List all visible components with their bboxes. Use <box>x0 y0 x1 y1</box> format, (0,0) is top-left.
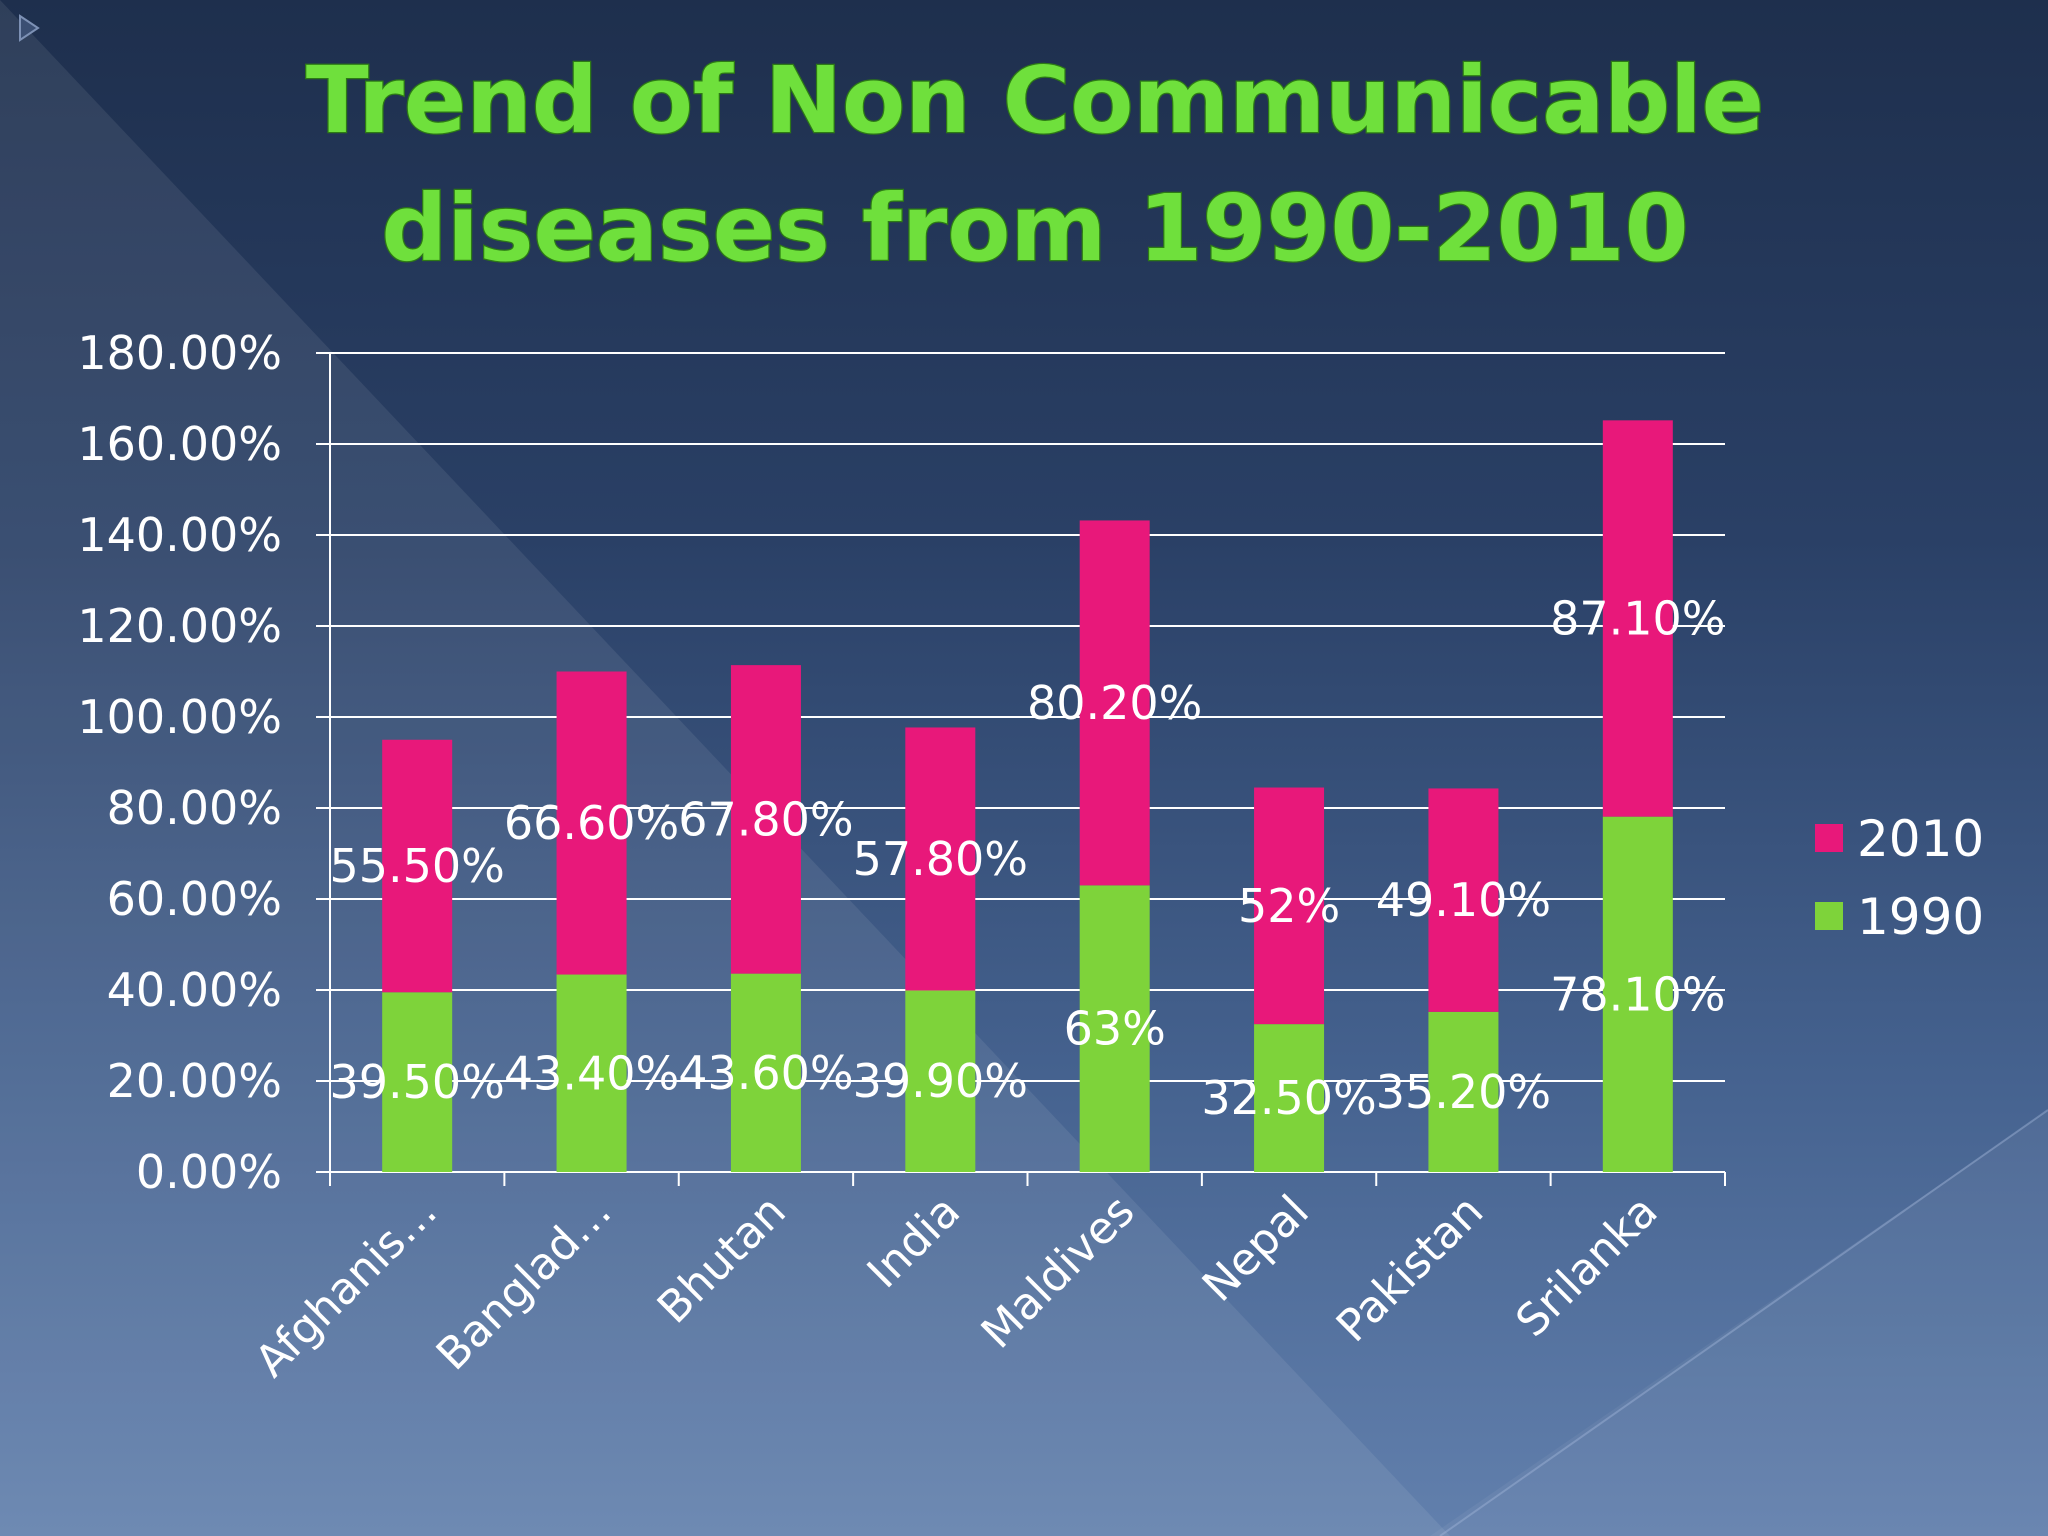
chart-title: Trend of Non Communicable diseases from … <box>305 46 1766 284</box>
data-label-1990: 35.20% <box>1376 1065 1551 1119</box>
bar-1990-maldives <box>1079 885 1150 1172</box>
data-label-2010: 55.50% <box>329 839 504 893</box>
category-label: Srilanka <box>1506 1186 1667 1347</box>
data-label-2010: 87.10% <box>1550 591 1725 645</box>
triangle-arrow-icon <box>19 14 40 42</box>
y-tick-label: 160.00% <box>77 417 282 471</box>
bar-1990-banglad <box>556 974 627 1172</box>
y-tick-label: 0.00% <box>136 1145 282 1199</box>
data-label-2010: 66.60% <box>504 796 679 850</box>
background-line <box>1439 1109 2048 1536</box>
y-tick-label: 20.00% <box>107 1054 282 1108</box>
y-tick-label: 80.00% <box>107 781 282 835</box>
data-label-2010: 67.80% <box>678 792 853 846</box>
bar-2010-pakistan <box>1428 788 1499 1012</box>
y-tick-label: 100.00% <box>77 690 282 744</box>
y-tick-label: 140.00% <box>77 508 282 562</box>
stacked-bar-chart: 0.00% 20.00% 40.00% 60.00% 80.00% 100.00% 120.… <box>77 326 1984 1387</box>
category-label: Nepal <box>1193 1186 1319 1312</box>
bar-2010-banglad <box>556 671 627 975</box>
legend-swatch-1990 <box>1815 902 1843 930</box>
bar-2010-afghanis <box>382 739 453 993</box>
data-label-2010: 80.20% <box>1027 676 1202 730</box>
data-label-1990: 43.40% <box>504 1046 679 1100</box>
y-tick-label: 40.00% <box>107 963 282 1017</box>
bar-1990-pakistan <box>1428 1011 1499 1172</box>
category-label: Pakistan <box>1327 1186 1493 1352</box>
data-label-1990: 39.90% <box>853 1054 1028 1108</box>
data-label-2010: 49.10% <box>1376 873 1551 927</box>
title-line-2: diseases from 1990-2010 <box>381 175 1688 282</box>
data-label-1990: 63% <box>1064 1002 1166 1056</box>
bar-1990-afghanis <box>382 992 453 1172</box>
legend-label-1990: 1990 <box>1857 888 1984 946</box>
data-label-1990: 78.10% <box>1550 967 1725 1021</box>
y-tick-label: 60.00% <box>107 872 282 926</box>
title-line-1: Trend of Non Communicable <box>306 47 1764 154</box>
y-tick-label: 120.00% <box>77 599 282 653</box>
bar-2010-india <box>905 727 976 991</box>
data-label-1990: 39.50% <box>329 1055 504 1109</box>
bar-2010-bhutan <box>730 665 801 974</box>
data-label-1990: 43.60% <box>678 1046 853 1100</box>
bar-2010-maldives <box>1079 520 1150 886</box>
bar-2010-nepal <box>1254 787 1325 1025</box>
bar-1990-india <box>905 990 976 1172</box>
y-tick-label: 180.00% <box>77 326 282 380</box>
bar-1990-nepal <box>1254 1024 1325 1172</box>
data-label-2010: 57.80% <box>853 832 1028 886</box>
bar-2010-srilanka <box>1602 420 1673 817</box>
legend-swatch-2010 <box>1815 824 1843 852</box>
bar-1990-bhutan <box>730 973 801 1172</box>
bar-1990-srilanka <box>1602 816 1673 1172</box>
background-facet-right <box>1430 1110 2048 1536</box>
legend-label-2010: 2010 <box>1857 810 1984 868</box>
data-label-2010: 52% <box>1238 879 1340 933</box>
data-label-1990: 32.50% <box>1201 1071 1376 1125</box>
